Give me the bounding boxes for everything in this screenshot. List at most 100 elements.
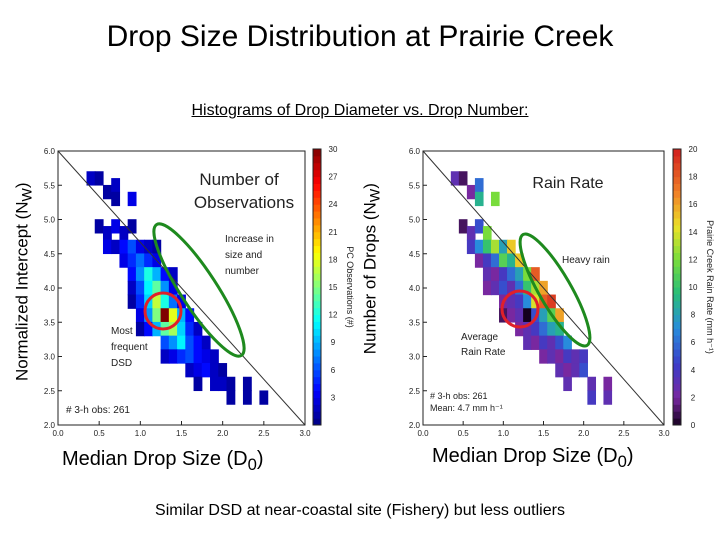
right-heatmap-cell <box>490 267 500 282</box>
left-red-annotation-3: DSD <box>111 358 132 369</box>
right-heatmap-cell <box>482 253 492 268</box>
left-heatmap-cell <box>127 267 137 282</box>
right-colorbar-tick-label: 16 <box>689 200 698 209</box>
left-red-circle <box>143 291 183 331</box>
right-heatmap-cell <box>450 171 460 186</box>
right-heatmap-cell <box>579 363 588 378</box>
left-heatmap-cell <box>127 219 137 234</box>
left-heatmap-cell <box>135 308 145 323</box>
left-heatmap-cell <box>102 184 112 200</box>
right-heatmap-cell <box>482 239 492 255</box>
right-heatmap-cell <box>523 308 532 323</box>
left-colorbar-tick-label: 30 <box>329 145 338 154</box>
left-heatmap-cell <box>259 390 269 405</box>
right-heatmap-cell <box>515 308 524 323</box>
left-heatmap-cell <box>144 267 153 282</box>
right-chart-note-line-2: Mean: 4.7 mm h⁻¹ <box>430 403 503 413</box>
left-heatmap-cell <box>193 349 203 364</box>
left-heatmap-cell <box>226 376 236 392</box>
left-green-annotation-3: number <box>225 266 260 277</box>
right-colorbar-segment <box>673 224 681 233</box>
left-colorbar-tick-label: 21 <box>329 228 338 237</box>
left-heatmap-cell <box>135 253 145 268</box>
right-heatmap-cell <box>531 321 540 337</box>
right-colorbar-tick-label: 12 <box>689 255 698 264</box>
left-colorbar-tick-label: 9 <box>331 338 336 347</box>
slide-title: Drop Size Distribution at Prairie Creek <box>106 20 614 53</box>
right-heatmap-cell <box>466 226 476 241</box>
right-heatmap-cell <box>515 267 524 282</box>
right-colorbar-label: Prairie Creek Rain Rate (mm h⁻¹) <box>705 220 715 354</box>
left-heatmap-cell <box>185 335 195 350</box>
left-colorbar-segment <box>313 245 321 253</box>
right-heatmap-cell <box>539 349 548 364</box>
right-colorbar-segment <box>673 314 681 322</box>
left-heatmap-cell <box>144 308 153 323</box>
right-colorbar-tick-label: 0 <box>691 421 696 430</box>
left-heatmap-cell <box>94 171 104 186</box>
left-colorbar-segment <box>313 404 321 412</box>
left-colorbar-segment <box>313 252 321 260</box>
left-heatmap-cell <box>102 239 112 255</box>
left-heatmap-cell <box>127 239 137 255</box>
right-diagonal-line <box>422 150 665 426</box>
left-colorbar-tick-label: 15 <box>329 283 338 292</box>
right-heatmap-cell <box>563 376 572 392</box>
left-heatmap-cell <box>111 219 121 234</box>
left-colorbar-tick-label: 6 <box>331 366 336 375</box>
left-colorbar-segment <box>313 280 321 288</box>
right-chart-title: Rain Rate <box>532 175 603 192</box>
left-colorbar-segment <box>313 211 321 219</box>
right-heatmap-cell <box>523 335 532 350</box>
right-colorbar-segment <box>673 418 681 426</box>
left-heatmap-cell <box>135 294 145 309</box>
left-xlabel-sub: 0 <box>247 455 257 474</box>
left-colorbar-segment <box>313 390 321 398</box>
right-colorbar-frame <box>672 148 682 426</box>
right-y-tick-label: 4.5 <box>409 250 421 259</box>
left-xlabel-main: Median Drop Size (D <box>62 448 248 470</box>
left-y-tick-label: 4.0 <box>44 284 56 293</box>
left-heatmap-cell <box>127 253 137 268</box>
left-colorbar-segment <box>313 176 321 184</box>
left-heatmap-cell <box>242 390 252 405</box>
right-red-annotation-1: Average <box>461 332 499 343</box>
left-colorbar-segment <box>313 418 321 426</box>
left-x-tick-label: 1.5 <box>176 429 188 438</box>
right-heatmap-cell <box>474 219 484 234</box>
right-y-tick-label: 6.0 <box>409 147 421 156</box>
right-heatmap-cell <box>555 363 564 378</box>
left-colorbar-segment <box>313 328 321 336</box>
left-xlabel-end: ) <box>256 448 264 470</box>
left-colorbar-segment <box>313 197 321 205</box>
left-heatmap-cell <box>168 294 178 309</box>
right-heatmap-cell <box>579 349 588 364</box>
right-heatmap-cell <box>531 267 540 282</box>
left-heatmap-cell <box>144 239 153 255</box>
right-heatmap-cell <box>515 294 524 309</box>
right-colorbar-segment <box>673 176 681 184</box>
right-colorbar-segment <box>673 404 681 412</box>
left-red-annotation-1: Most <box>111 326 133 337</box>
right-colorbar-segment <box>673 321 681 329</box>
left-heatmap-cell <box>168 280 178 296</box>
left-colorbar-segment <box>313 149 321 157</box>
left-colorbar-segment <box>313 349 321 357</box>
right-green-ellipse <box>518 232 592 348</box>
left-colorbar-segment <box>313 224 321 233</box>
right-heatmap-cell <box>523 294 532 309</box>
right-colorbar-segment <box>673 266 681 274</box>
left-heatmap-cell <box>177 335 186 350</box>
right-heatmap-cell <box>490 191 500 207</box>
right-colorbar-segment <box>673 252 681 260</box>
right-heatmap-cell <box>571 363 580 378</box>
left-heatmap-cell <box>201 363 211 378</box>
right-x-tick-label: 2.5 <box>618 429 630 438</box>
left-colorbar-label: PC Observations (#) <box>345 246 355 328</box>
right-heatmap-cell <box>571 349 580 364</box>
right-colorbar-segment <box>673 342 681 350</box>
left-colorbar-segment <box>313 335 321 343</box>
left-colorbar-segment <box>313 356 321 364</box>
